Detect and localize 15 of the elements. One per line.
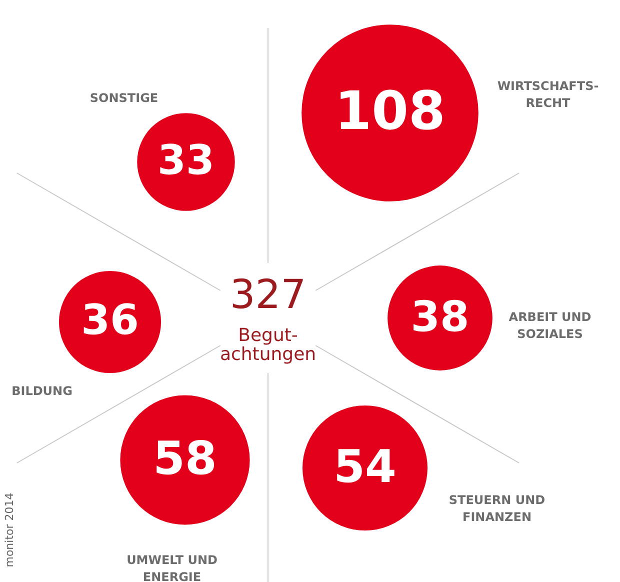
data-label: 108 xyxy=(334,80,446,142)
category-label: BILDUNG xyxy=(12,384,72,398)
data-label: 33 xyxy=(158,136,214,184)
data-label: 38 xyxy=(410,292,470,341)
data-label: 58 xyxy=(153,431,217,485)
text: monitor 2014 xyxy=(3,492,16,568)
category-label: WIRTSCHAFTS- RECHT xyxy=(497,79,599,110)
text: 327 xyxy=(230,272,306,318)
category-label: ARBEIT UND SOZIALES xyxy=(508,310,592,341)
category-label: STEUERN UND FINANZEN xyxy=(448,493,546,524)
data-label: 36 xyxy=(81,295,139,344)
text: Begut- achtungen xyxy=(220,325,316,365)
category-label: SONSTIGE xyxy=(90,91,158,105)
category-label: UMWELT UND ENERGIE xyxy=(126,553,218,582)
data-label: 54 xyxy=(334,440,396,493)
